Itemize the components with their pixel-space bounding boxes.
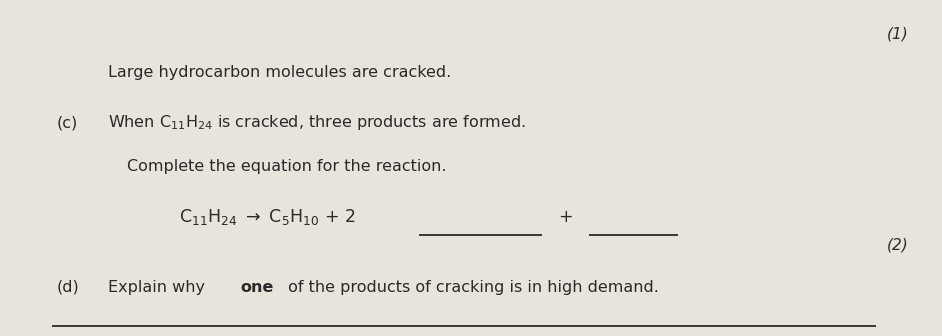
Text: (d): (d) <box>57 280 79 295</box>
Text: +: + <box>558 208 573 226</box>
Text: one: one <box>240 280 273 295</box>
Text: When C$_{11}$H$_{24}$ is cracked, three products are formed.: When C$_{11}$H$_{24}$ is cracked, three … <box>108 113 526 132</box>
Text: C$_{11}$H$_{24}$ $\rightarrow$ C$_{5}$H$_{10}$ + 2: C$_{11}$H$_{24}$ $\rightarrow$ C$_{5}$H$… <box>179 207 355 227</box>
Text: of the products of cracking is in high demand.: of the products of cracking is in high d… <box>284 280 659 295</box>
Text: (2): (2) <box>887 238 909 253</box>
Text: Complete the equation for the reaction.: Complete the equation for the reaction. <box>127 159 447 174</box>
Text: Large hydrocarbon molecules are cracked.: Large hydrocarbon molecules are cracked. <box>108 65 451 80</box>
Text: (1): (1) <box>887 27 909 42</box>
Text: Explain why: Explain why <box>108 280 210 295</box>
Text: (c): (c) <box>57 115 78 130</box>
